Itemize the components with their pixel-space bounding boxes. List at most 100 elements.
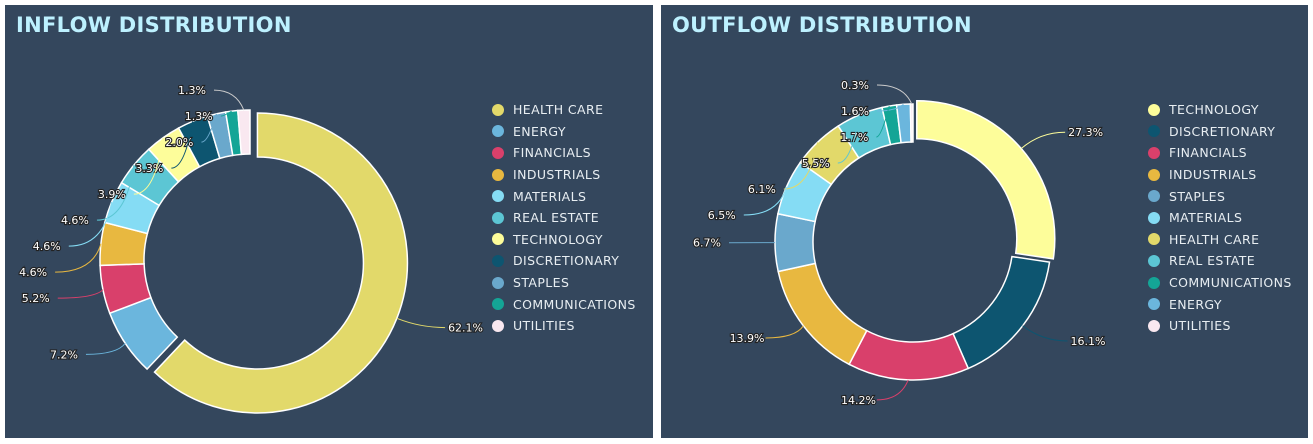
legend-marker [492, 298, 504, 311]
legend-marker [492, 168, 504, 181]
legend-marker [492, 211, 504, 224]
legend-marker [1148, 146, 1160, 159]
legend-item-health-care[interactable]: HEALTH CARE [492, 99, 636, 121]
slice-utilities[interactable] [909, 103, 914, 143]
legend-item-real-estate[interactable]: REAL ESTATE [492, 207, 636, 229]
legend-item-financials[interactable]: FINANCIALS [1148, 142, 1292, 164]
slice-discretionary[interactable] [952, 255, 1051, 370]
slice-utilities[interactable] [236, 109, 251, 156]
legend-marker [1148, 319, 1160, 332]
legend-item-materials[interactable]: MATERIALS [1148, 207, 1292, 229]
leader-line [85, 342, 126, 355]
leader-line [68, 201, 113, 247]
legend-item-industrials[interactable]: INDUSTRIALS [492, 164, 636, 186]
leader-line [55, 243, 102, 273]
legend-item-utilities[interactable]: UTILITIES [1148, 315, 1292, 337]
legend-item-technology[interactable]: TECHNOLOGY [492, 229, 636, 251]
slice-staples[interactable] [774, 212, 817, 273]
legend-label: UTILITIES [513, 318, 575, 334]
legend-item-industrials[interactable]: INDUSTRIALS [1148, 164, 1292, 186]
leader-line [96, 164, 135, 221]
legend-marker [1148, 168, 1160, 181]
data-label: 6.7% [693, 237, 721, 250]
legend-marker [492, 190, 504, 203]
legend-label: COMMUNICATIONS [513, 296, 636, 312]
outflow-legend: TECHNOLOGY DISCRETIONARY FINANCIALS INDUSTR… [1148, 99, 1292, 337]
legend-item-energy[interactable]: ENERGY [1148, 293, 1292, 315]
legend-label: DISCRETIONARY [1169, 123, 1276, 139]
leader-line [57, 289, 104, 299]
legend-label: STAPLES [1169, 188, 1226, 204]
data-label: 1.6% [841, 105, 869, 118]
legend-item-discretionary[interactable]: DISCRETIONARY [492, 250, 636, 272]
legend-label: REAL ESTATE [1169, 253, 1256, 269]
legend-item-staples[interactable]: STAPLES [1148, 185, 1292, 207]
legend-marker [1148, 190, 1160, 203]
leader-line [133, 137, 164, 195]
outflow-title: OUTFLOW DISTRIBUTION [672, 13, 972, 37]
legend-item-materials[interactable]: MATERIALS [492, 185, 636, 207]
slice-industrials[interactable] [777, 262, 868, 366]
legend-label: COMMUNICATIONS [1169, 275, 1292, 291]
leader-line [783, 142, 819, 190]
outflow-panel: OUTFLOW DISTRIBUTION 27.3% 16.1% 0.3% 1.6% 1… [661, 5, 1308, 438]
legend-marker [492, 233, 504, 246]
leader-line [1020, 131, 1066, 149]
legend-item-utilities[interactable]: UTILITIES [492, 315, 636, 337]
legend-label: ENERGY [1169, 296, 1222, 312]
data-label: 62.1% [448, 322, 483, 335]
leader-line [876, 103, 904, 112]
legend-label: STAPLES [513, 275, 570, 291]
leader-line [1022, 325, 1068, 342]
legend-item-financials[interactable]: FINANCIALS [492, 142, 636, 164]
inflow-title: INFLOW DISTRIBUTION [16, 13, 292, 37]
data-label: 5.2% [22, 292, 50, 305]
leader-line [876, 105, 890, 138]
legend-label: MATERIALS [1169, 210, 1243, 226]
slice-health-care[interactable] [153, 112, 409, 414]
legend-marker [1148, 254, 1160, 267]
legend-item-communications[interactable]: COMMUNICATIONS [1148, 272, 1292, 294]
legend-item-communications[interactable]: COMMUNICATIONS [492, 293, 636, 315]
inflow-donut-chart: 62.1%1.3%1.3%2.0%3.3%3.9%4.6%4.6%4.6%5.2… [18, 83, 484, 414]
data-label: 14.2% [841, 394, 876, 407]
legend-marker [1148, 276, 1160, 289]
legend-marker [492, 254, 504, 267]
legend-label: HEALTH CARE [513, 102, 604, 118]
data-label: 4.6% [61, 214, 89, 227]
leader-line [837, 114, 860, 164]
legend-item-health-care[interactable]: HEALTH CARE [1148, 229, 1292, 251]
slice-technology[interactable] [916, 99, 1056, 260]
legend-label: ENERGY [513, 123, 566, 139]
legend-marker [492, 103, 504, 116]
legend-marker [492, 276, 504, 289]
legend-marker [492, 319, 504, 332]
leader-line [171, 121, 194, 169]
legend-item-staples[interactable]: STAPLES [492, 272, 636, 294]
inflow-legend: HEALTH CARE ENERGY FINANCIALS INDUSTRIALS MA… [492, 99, 636, 337]
leader-line [876, 84, 913, 105]
data-label: 16.1% [1071, 335, 1106, 348]
legend-label: HEALTH CARE [1169, 231, 1260, 247]
data-label: 5.5% [802, 157, 830, 170]
data-label: 13.9% [730, 332, 765, 345]
legend-item-discretionary[interactable]: DISCRETIONARY [1148, 121, 1292, 143]
data-label: 7.2% [50, 348, 78, 361]
legend-item-technology[interactable]: TECHNOLOGY [1148, 99, 1292, 121]
outflow-donut-chart: 27.3%16.1%0.3%1.6%1.7%5.5%6.1%6.5%6.7%13… [692, 78, 1107, 408]
data-label: 0.3% [841, 79, 869, 92]
legend-item-real-estate[interactable]: REAL ESTATE [1148, 250, 1292, 272]
legend-marker [1148, 211, 1160, 224]
data-label: 4.6% [33, 240, 61, 253]
inflow-panel: INFLOW DISTRIBUTION 62.1% 1.3% 1.3% 2.0% 3.3… [5, 5, 653, 438]
legend-label: MATERIALS [513, 188, 587, 204]
data-label: 4.6% [19, 266, 47, 279]
slice-financials[interactable] [848, 329, 970, 381]
data-label: 3.3% [135, 162, 163, 175]
legend-label: REAL ESTATE [513, 210, 600, 226]
legend-label: FINANCIALS [1169, 145, 1247, 161]
leader-line [213, 89, 245, 111]
legend-item-energy[interactable]: ENERGY [492, 121, 636, 143]
leader-line [201, 113, 217, 143]
legend-marker [1148, 103, 1160, 116]
